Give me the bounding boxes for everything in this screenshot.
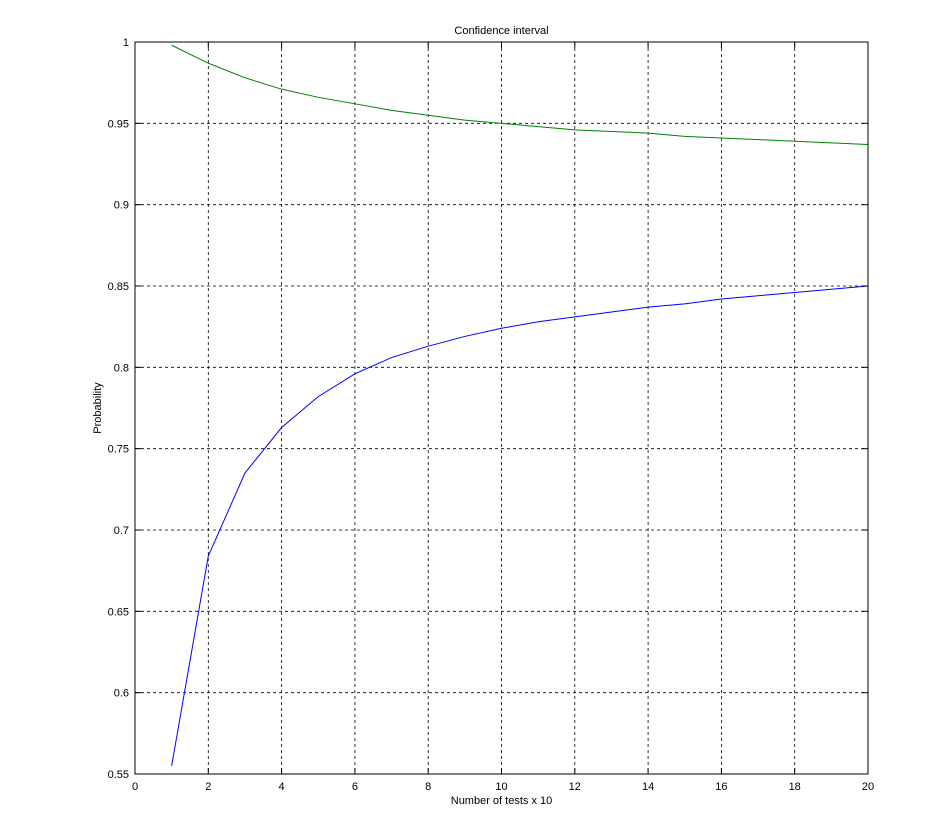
y-tick-label: 0.95	[108, 118, 129, 130]
x-axis-title: Number of tests x 10	[451, 795, 553, 807]
x-tick-label: 0	[132, 781, 138, 793]
axis-ticks	[134, 41, 869, 775]
y-axis-title: Probability	[92, 382, 104, 434]
y-tick-label: 0.7	[114, 525, 129, 537]
y-tick-label: 0.8	[114, 362, 129, 374]
x-tick-label: 18	[789, 781, 801, 793]
series-line-1	[171, 44, 869, 145]
chart-title: Confidence interval	[454, 25, 548, 37]
y-tick-label: 0.55	[108, 769, 129, 781]
grid	[135, 42, 868, 774]
x-tick-label: 6	[352, 781, 358, 793]
y-tick-label: 0.6	[114, 688, 129, 700]
series-layer	[171, 44, 869, 766]
x-tick-label: 10	[495, 781, 507, 793]
series-line-2	[171, 285, 869, 766]
x-tick-label: 16	[715, 781, 727, 793]
y-tick-label: 0.75	[108, 444, 129, 456]
y-tick-label: 0.65	[108, 606, 129, 618]
tick-labels: 0 2 4 6 8 10 12 14 16 18 20 0.55 0.6 0.65 0.7 0.75 0.8 0.…	[108, 37, 875, 793]
x-tick-label: 20	[862, 781, 874, 793]
y-tick-label: 0.85	[108, 281, 129, 293]
y-tick-label: 1	[123, 37, 129, 49]
x-tick-label: 14	[642, 781, 654, 793]
x-tick-label: 8	[425, 781, 431, 793]
y-tick-label: 0.9	[114, 200, 129, 212]
x-tick-label: 4	[279, 781, 285, 793]
x-tick-label: 2	[205, 781, 211, 793]
x-tick-label: 12	[569, 781, 581, 793]
